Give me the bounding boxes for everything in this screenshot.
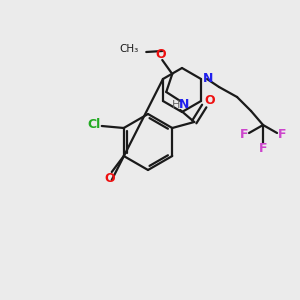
Text: F: F xyxy=(278,128,286,142)
Text: O: O xyxy=(155,47,166,61)
Text: Cl: Cl xyxy=(87,118,101,131)
Text: O: O xyxy=(204,94,214,107)
Text: O: O xyxy=(104,172,115,184)
Text: N: N xyxy=(203,73,213,85)
Text: F: F xyxy=(259,142,267,155)
Text: F: F xyxy=(240,128,248,142)
Text: H: H xyxy=(172,100,180,110)
Text: CH₃: CH₃ xyxy=(119,44,138,54)
Text: N: N xyxy=(179,98,189,112)
